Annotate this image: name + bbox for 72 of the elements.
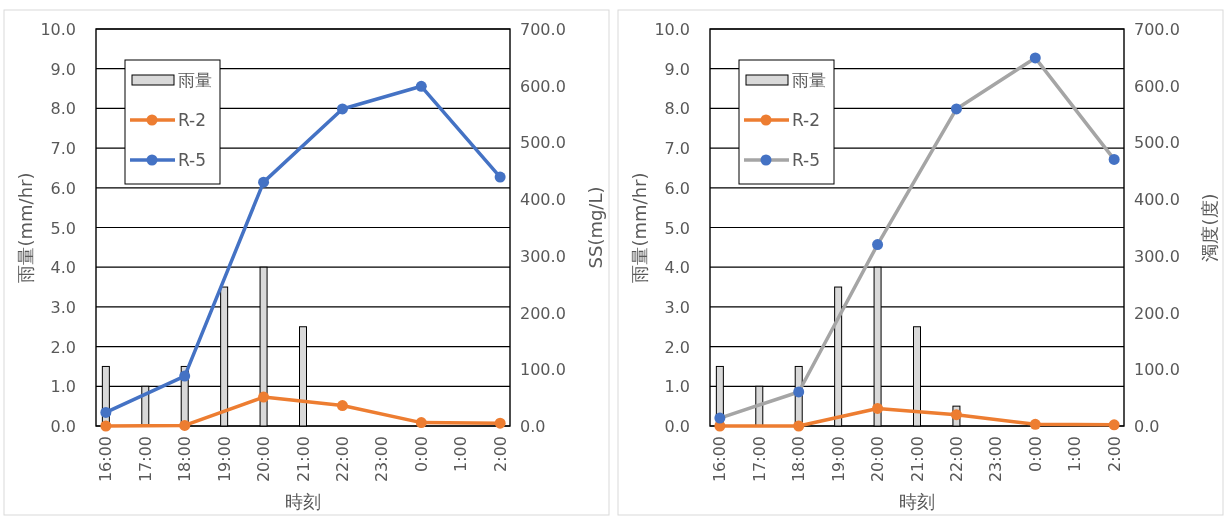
legend-label: R-5 (178, 150, 207, 170)
y-tick-label: 5.0 (50, 218, 76, 238)
y-tick-label: 0.0 (664, 417, 690, 436)
legend-label: R-5 (792, 150, 821, 170)
y2-tick-label: 0.0 (520, 417, 546, 436)
x-tick-label: 18:00 (175, 436, 195, 483)
x-axis-title: 時刻 (899, 491, 935, 512)
y-tick-label: 6.0 (50, 178, 76, 198)
y-tick-label: 8.0 (50, 99, 76, 119)
y-axis-title: 雨量(mm/hr) (15, 172, 36, 283)
y-tick-label: 5.0 (664, 218, 690, 238)
x-axis-title: 時刻 (285, 491, 321, 512)
legend-label: 雨量 (792, 70, 826, 90)
y2-tick-label: 300.0 (1134, 246, 1180, 266)
y2-tick-label: 400.0 (1134, 190, 1180, 210)
x-tick-label: 0:00 (1025, 436, 1045, 472)
x-tick-label: 1:00 (1065, 436, 1085, 472)
x-tick-label: 22:00 (947, 436, 967, 483)
y-tick-label: 1.0 (50, 377, 76, 397)
y2-tick-label: 200.0 (1134, 303, 1180, 323)
x-tick-label: 0:00 (411, 436, 431, 472)
x-tick-label: 19:00 (828, 436, 848, 483)
y2-tick-label: 400.0 (520, 190, 566, 210)
y2-tick-label: 100.0 (520, 360, 566, 380)
x-tick-label: 21:00 (907, 436, 927, 483)
y2-tick-label: 0.0 (1134, 417, 1160, 436)
y-tick-label: 7.0 (50, 139, 76, 159)
y-tick-label: 9.0 (664, 59, 690, 79)
y-tick-label: 7.0 (664, 139, 690, 159)
x-tick-label: 23:00 (986, 436, 1006, 483)
x-tick-label: 22:00 (333, 436, 353, 483)
x-tick-label: 1:00 (451, 436, 471, 472)
y-tick-label: 2.0 (664, 337, 690, 357)
legend-label: R-2 (178, 110, 207, 130)
y-tick-label: 3.0 (664, 297, 690, 317)
x-tick-label: 17:00 (749, 436, 769, 483)
y2-tick-label: 500.0 (1134, 133, 1180, 153)
legend-label: 雨量 (178, 70, 212, 90)
x-tick-label: 20:00 (254, 436, 274, 483)
x-tick-label: 21:00 (293, 436, 313, 483)
x-tick-label: 19:00 (214, 436, 234, 483)
y-tick-label: 4.0 (50, 258, 76, 278)
y2-tick-label: 500.0 (520, 133, 566, 153)
y2-axis-title: 濁度(度) (1199, 193, 1220, 262)
x-tick-label: 20:00 (868, 436, 888, 483)
y2-tick-label: 600.0 (520, 76, 566, 96)
y-tick-label: 3.0 (50, 297, 76, 317)
y2-tick-label: 700.0 (1134, 20, 1180, 39)
legend-label: R-2 (792, 110, 821, 130)
y-tick-label: 8.0 (664, 99, 690, 119)
x-tick-label: 16:00 (96, 436, 116, 483)
y-tick-label: 1.0 (664, 377, 690, 397)
x-tick-label: 23:00 (372, 436, 392, 483)
y2-tick-label: 100.0 (1134, 360, 1180, 380)
x-tick-label: 2:00 (1104, 436, 1124, 472)
y-tick-label: 2.0 (50, 337, 76, 357)
y2-tick-label: 300.0 (520, 246, 566, 266)
y2-tick-label: 600.0 (1134, 76, 1180, 96)
x-tick-label: 16:00 (710, 436, 730, 483)
y-tick-label: 4.0 (664, 258, 690, 278)
y-tick-label: 10.0 (40, 20, 76, 39)
y-tick-label: 6.0 (664, 178, 690, 198)
y2-axis-title: SS(mg/L) (585, 186, 606, 269)
y-tick-label: 10.0 (654, 20, 690, 39)
y-tick-label: 9.0 (50, 59, 76, 79)
x-tick-label: 17:00 (135, 436, 155, 483)
y-tick-label: 0.0 (50, 417, 76, 436)
y2-tick-label: 200.0 (520, 303, 566, 323)
x-tick-label: 18:00 (789, 436, 809, 483)
x-tick-label: 2:00 (490, 436, 510, 472)
y2-tick-label: 700.0 (520, 20, 566, 39)
y-axis-title: 雨量(mm/hr) (629, 172, 650, 283)
